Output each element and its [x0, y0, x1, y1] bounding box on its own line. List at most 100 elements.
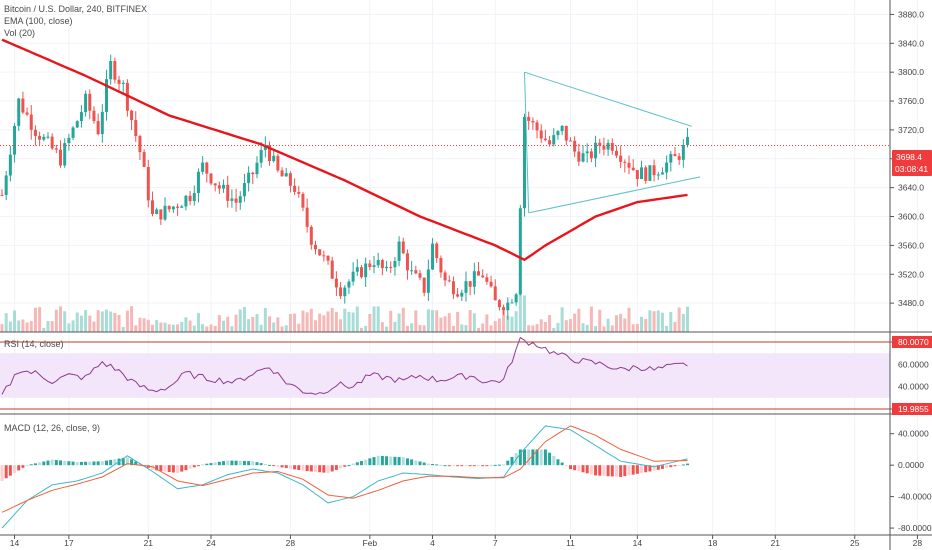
macd-histogram-bar	[138, 463, 142, 466]
candle-body	[439, 258, 443, 273]
candle-body	[209, 173, 213, 184]
rsi-axis-label: 19.9855	[898, 404, 929, 414]
candle-body	[234, 198, 238, 203]
macd-histogram-bar	[42, 461, 46, 466]
macd-histogram-bar	[359, 460, 363, 466]
macd-histogram-bar	[665, 465, 669, 469]
volume-bar	[25, 322, 29, 332]
volume-bar	[138, 317, 142, 332]
volume-bar	[205, 326, 209, 332]
volume-bar	[54, 309, 58, 332]
candle-body	[385, 266, 389, 269]
price-pane[interactable]	[0, 38, 890, 332]
macd-histogram-bar	[589, 465, 593, 475]
rsi-axis[interactable]: 19.9855 40.0000 60.0000 80.0070	[892, 336, 932, 415]
macd-histogram-bar	[29, 464, 33, 466]
volume-bar	[21, 319, 25, 332]
macd-histogram-bar	[276, 465, 280, 467]
volume-bar	[372, 306, 376, 332]
price-axis-label: 3640.0	[898, 183, 924, 193]
macd-histogram-bar	[293, 465, 297, 470]
candle-body	[669, 154, 673, 163]
triangle-pattern	[524, 71, 701, 214]
macd-histogram-bar	[456, 465, 460, 467]
volume-bar	[401, 307, 405, 332]
volume-bar	[435, 310, 439, 332]
ema-line	[1, 38, 688, 262]
candle-body	[435, 243, 439, 259]
candle-body	[468, 281, 472, 287]
candle-body	[238, 196, 242, 203]
volume-bar	[594, 326, 598, 332]
macd-histogram-bar	[397, 457, 401, 466]
candle-body	[368, 263, 372, 267]
candle-body	[556, 131, 560, 136]
candle-body	[105, 79, 108, 112]
candle-body	[25, 112, 29, 115]
candle-body	[79, 112, 83, 122]
volume-bar	[146, 319, 150, 332]
macd-axis[interactable]: -80.0000 -40.0000 0.0000 40.0000	[890, 429, 932, 533]
macd-histogram-bar	[602, 465, 606, 476]
volume-bar	[96, 310, 100, 332]
price-axis-label: 3600.0	[898, 212, 924, 222]
macd-histogram-bar	[380, 456, 384, 466]
rsi-line	[1, 336, 688, 395]
candle-body	[523, 116, 526, 209]
candle-body	[376, 260, 380, 266]
volume-bar	[234, 314, 238, 332]
macd-histogram-bar	[71, 461, 75, 466]
candle-body	[284, 173, 288, 177]
candle-body	[75, 121, 79, 128]
volume-bar	[309, 308, 313, 332]
candle-body	[656, 174, 660, 176]
candle-body	[84, 93, 88, 113]
macd-histogram-bar	[67, 461, 71, 466]
candle-body	[309, 226, 313, 245]
time-axis[interactable]: 14 17 21 24 28 Feb 4 7 11 14 18 21 25 28	[10, 535, 923, 548]
macd-histogram-bar	[660, 465, 664, 469]
macd-histogram-bar	[192, 465, 196, 468]
macd-histogram-bar	[318, 465, 322, 473]
candle-body	[17, 98, 21, 126]
macd-histogram-bar	[606, 465, 610, 477]
candle-body	[276, 155, 280, 171]
volume-bar	[518, 290, 522, 332]
macd-histogram-bar	[393, 456, 397, 466]
rsi-axis-label: 40.0000	[898, 382, 929, 392]
volume-bar	[176, 324, 180, 332]
time-axis-label: 4	[430, 538, 435, 548]
candle-body	[222, 184, 226, 189]
macd-histogram-bar	[301, 465, 305, 471]
macd-histogram-bar	[552, 456, 556, 466]
volume-bar	[426, 309, 430, 332]
rsi-pane[interactable]	[0, 336, 932, 410]
volume-bar	[13, 310, 17, 332]
macd-axis-label: -80.0000	[898, 523, 932, 533]
volume-bar	[339, 319, 343, 332]
price-axis-label: 3880.0	[898, 9, 924, 19]
candle-body	[318, 249, 322, 256]
candle-body	[619, 155, 623, 162]
candle-body	[251, 172, 255, 175]
macd-histogram-bar	[635, 465, 639, 474]
macd-histogram-bar	[539, 449, 543, 466]
macd-pane[interactable]	[0, 425, 690, 529]
candle-body	[489, 281, 493, 287]
volume-bar	[247, 319, 251, 332]
macd-histogram-bar	[598, 465, 602, 476]
volume-bar	[602, 326, 606, 332]
volume-bar	[259, 324, 263, 332]
candle-body	[142, 152, 146, 167]
macd-histogram-bar	[560, 462, 564, 466]
volume-bar	[359, 327, 363, 332]
candle-body	[560, 125, 564, 132]
macd-histogram-bar	[330, 465, 334, 472]
price-axis[interactable]: 3480.03520.03560.03600.03640.03680.03720…	[890, 9, 924, 308]
candle-body	[4, 175, 8, 196]
macd-histogram-bar	[284, 465, 288, 469]
candle-body	[167, 205, 171, 210]
macd-histogram-bar	[585, 465, 589, 474]
volume-bar	[217, 315, 221, 332]
